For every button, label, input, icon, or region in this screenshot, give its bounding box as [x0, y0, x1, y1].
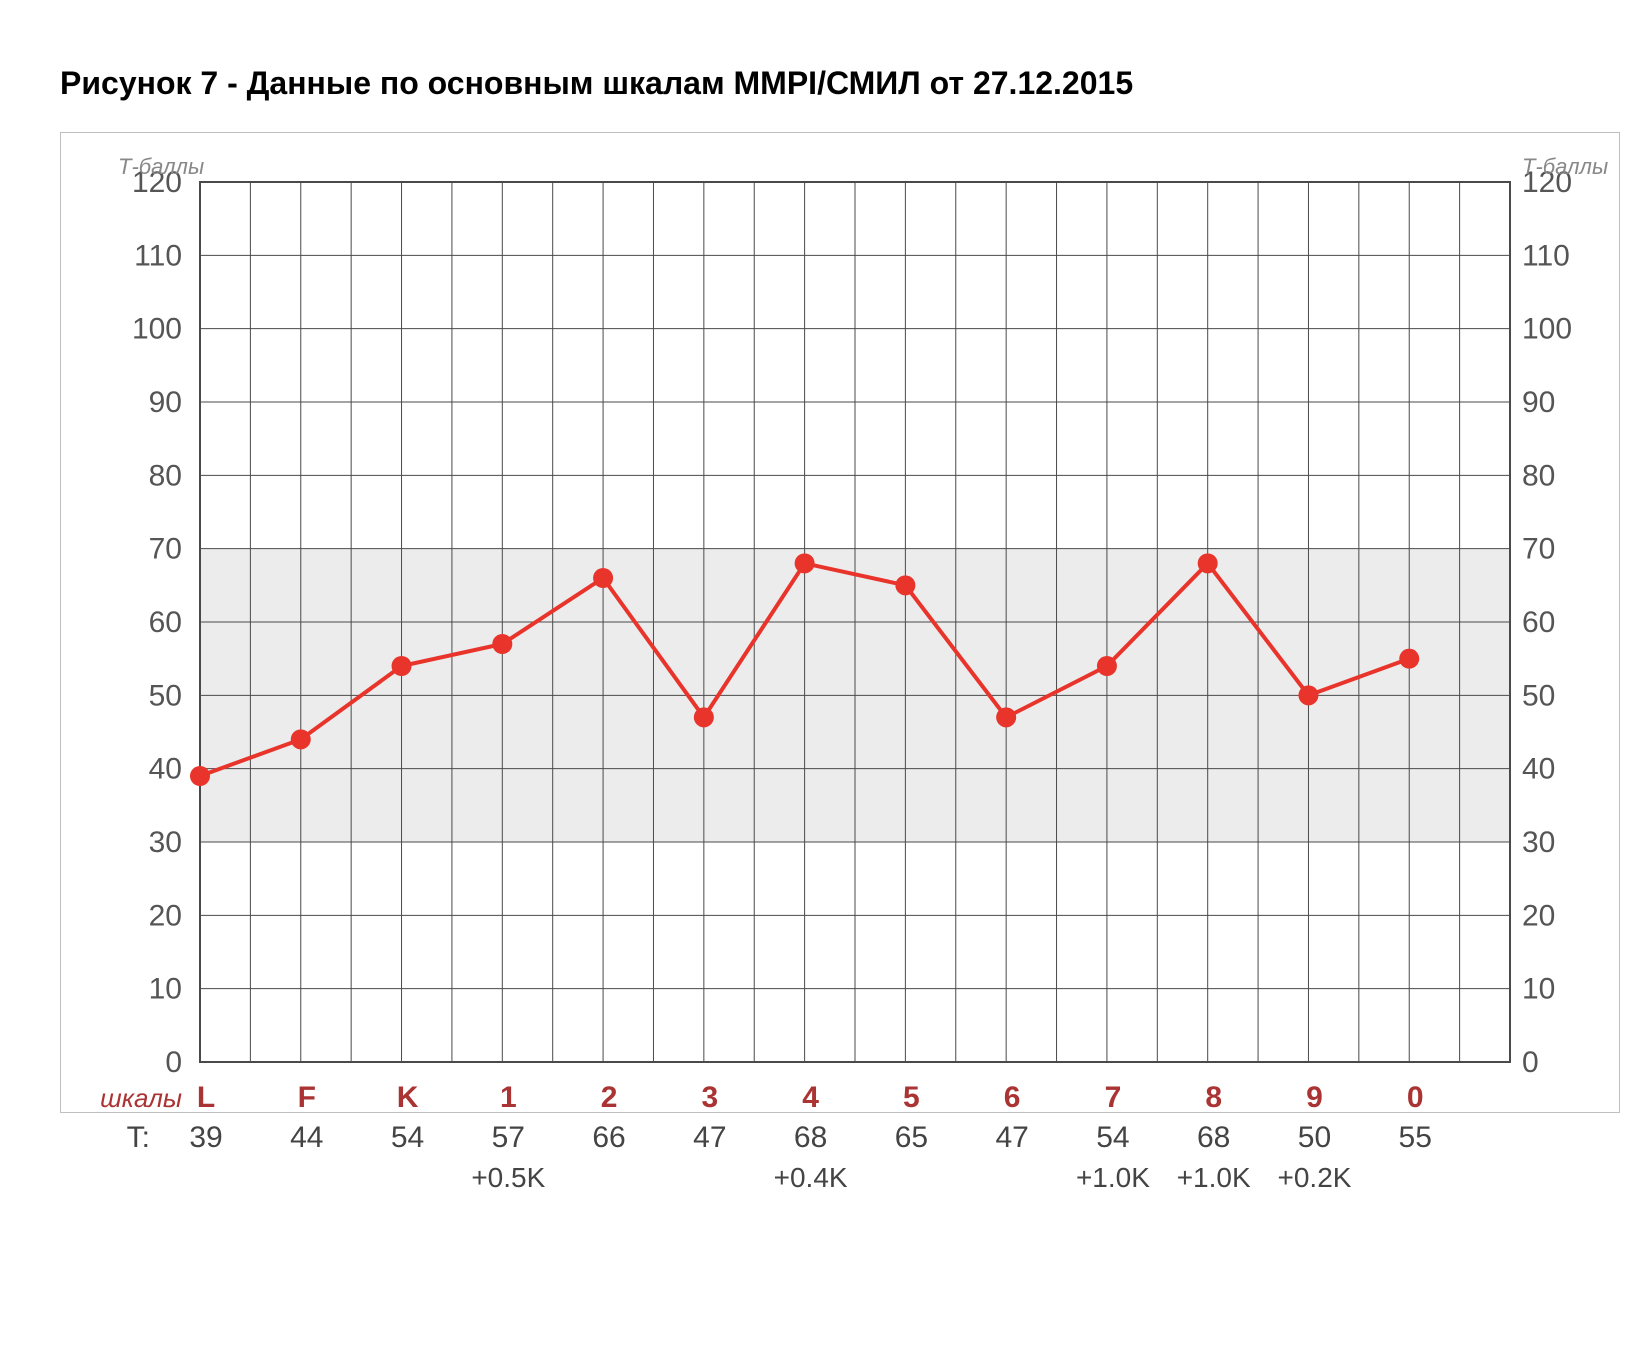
data-point: [593, 568, 613, 588]
data-point: [492, 634, 512, 654]
k-correction: +1.0K: [1076, 1162, 1150, 1193]
ytick-label-left: 30: [149, 826, 182, 859]
ytick-label-left: 0: [165, 1046, 182, 1079]
ytick-label-left: 50: [149, 679, 182, 712]
data-point: [1399, 649, 1419, 669]
scale-label: 8: [1205, 1081, 1222, 1114]
scale-label: 1: [500, 1081, 517, 1114]
ytick-label-left: 20: [149, 899, 182, 932]
t-value: 68: [794, 1121, 827, 1154]
t-value: 44: [290, 1121, 323, 1154]
scale-label: 5: [903, 1081, 920, 1114]
ytick-label-left: 110: [134, 239, 182, 272]
ytick-label-right: 10: [1522, 973, 1555, 1006]
ytick-label-left: 10: [149, 973, 182, 1006]
t-value: 55: [1399, 1121, 1432, 1154]
y-axis-unit-right: Т-баллы: [1522, 154, 1608, 179]
t-value: 57: [492, 1121, 525, 1154]
scale-label: 6: [1004, 1081, 1021, 1114]
t-value: 68: [1197, 1121, 1230, 1154]
ytick-label-right: 60: [1522, 606, 1555, 639]
ytick-label-right: 100: [1522, 313, 1572, 346]
data-point: [996, 707, 1016, 727]
scales-row-label: шкалы: [100, 1083, 182, 1113]
k-correction: +0.4K: [774, 1162, 848, 1193]
t-value: 65: [895, 1121, 928, 1154]
t-value: 54: [391, 1121, 424, 1154]
t-value: 47: [995, 1121, 1028, 1154]
t-value: 47: [693, 1121, 726, 1154]
ytick-label-right: 110: [1522, 239, 1570, 272]
figure-title: Рисунок 7 - Данные по основным шкалам MM…: [60, 65, 1585, 102]
data-point: [795, 553, 815, 573]
data-point: [1298, 685, 1318, 705]
ytick-label-right: 30: [1522, 826, 1555, 859]
scale-label: 0: [1407, 1081, 1424, 1114]
data-point: [895, 575, 915, 595]
ytick-label-right: 70: [1522, 533, 1555, 566]
ytick-label-left: 60: [149, 606, 182, 639]
data-point: [392, 656, 412, 676]
ytick-label-left: 80: [149, 459, 182, 492]
ytick-label-right: 40: [1522, 753, 1555, 786]
data-point: [190, 766, 210, 786]
ytick-label-left: 40: [149, 753, 182, 786]
scale-label: F: [298, 1081, 316, 1114]
chart-container: 0102030405060708090100110120010203040506…: [60, 132, 1585, 1312]
t-value: 50: [1298, 1121, 1331, 1154]
scale-label: 3: [702, 1081, 719, 1114]
t-value: 66: [592, 1121, 625, 1154]
ytick-label-left: 90: [149, 386, 182, 419]
ytick-label-right: 20: [1522, 899, 1555, 932]
t-value: 54: [1096, 1121, 1129, 1154]
k-correction: +0.2K: [1277, 1162, 1351, 1193]
scale-label: 9: [1306, 1081, 1323, 1114]
scale-label: K: [397, 1081, 419, 1114]
ytick-label-left: 70: [149, 533, 182, 566]
ytick-label-right: 0: [1522, 1046, 1539, 1079]
y-axis-unit-left: Т-баллы: [118, 154, 204, 179]
data-point: [291, 729, 311, 749]
k-correction: +1.0K: [1177, 1162, 1251, 1193]
t-row-label: T:: [127, 1121, 150, 1154]
data-point: [1097, 656, 1117, 676]
ytick-label-right: 90: [1522, 386, 1555, 419]
scale-label: L: [197, 1081, 215, 1114]
t-value: 39: [189, 1121, 222, 1154]
scale-label: 7: [1105, 1081, 1122, 1114]
scale-label: 2: [601, 1081, 618, 1114]
ytick-label-right: 50: [1522, 679, 1555, 712]
mmpi-chart: 0102030405060708090100110120010203040506…: [60, 132, 1620, 1312]
data-point: [1198, 553, 1218, 573]
ytick-label-left: 100: [132, 313, 182, 346]
ytick-label-right: 80: [1522, 459, 1555, 492]
data-point: [694, 707, 714, 727]
scale-label: 4: [802, 1081, 819, 1114]
k-correction: +0.5K: [471, 1162, 545, 1193]
